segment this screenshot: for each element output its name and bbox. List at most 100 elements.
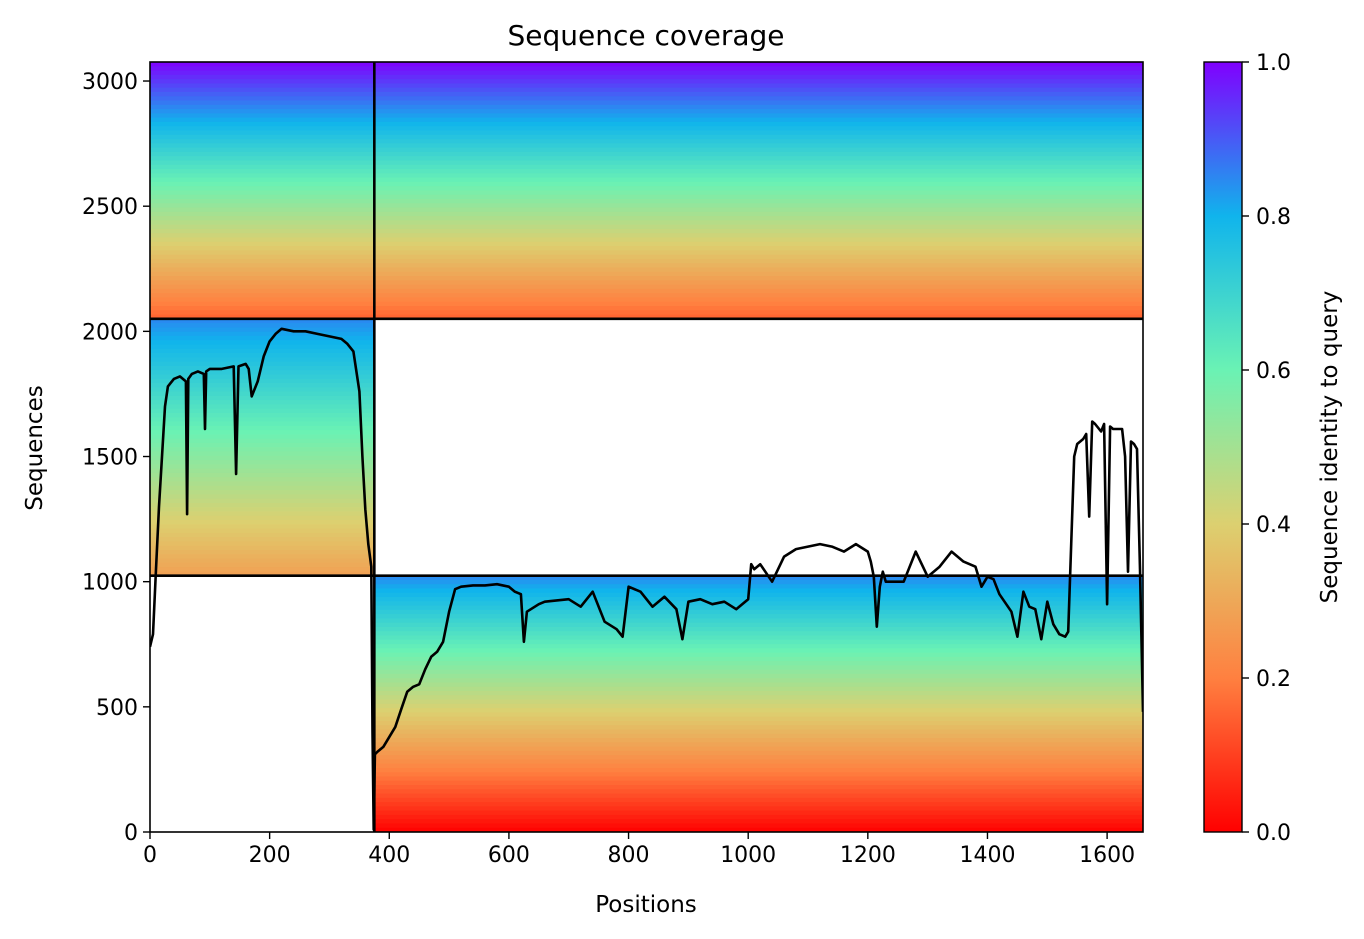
identity-band <box>150 549 375 555</box>
x-axis-ticks: 0 200 400 600 800 1000 1200 1400 1600 <box>143 832 1135 868</box>
identity-band <box>150 104 1143 110</box>
identity-band <box>150 177 1143 183</box>
identity-band <box>150 468 375 474</box>
identity-band <box>374 814 1143 820</box>
identity-band <box>150 455 375 461</box>
identity-band <box>374 695 1143 701</box>
identity-band <box>374 729 1143 735</box>
identity-band <box>150 558 375 564</box>
identity-band <box>150 524 375 530</box>
identity-band <box>150 190 1143 196</box>
identity-band <box>374 575 1143 581</box>
identity-band <box>150 224 1143 230</box>
identity-band <box>150 126 1143 132</box>
identity-band <box>374 699 1143 705</box>
identity-band <box>374 733 1143 739</box>
identity-band <box>150 528 375 534</box>
identity-band <box>150 571 375 577</box>
identity-band <box>150 263 1143 269</box>
identity-band <box>150 130 1143 136</box>
y-axis-label: Sequences <box>22 385 48 510</box>
identity-band <box>150 173 1143 179</box>
identity-band <box>374 763 1143 769</box>
identity-band <box>150 169 1143 174</box>
identity-band <box>150 121 1143 127</box>
identity-band <box>150 284 1143 290</box>
block-unpaired-chain-2 <box>374 575 1143 832</box>
identity-band <box>150 186 1143 192</box>
identity-band <box>150 305 1143 311</box>
identity-band <box>150 507 375 513</box>
identity-band <box>150 160 1143 166</box>
identity-band <box>374 819 1143 825</box>
identity-band <box>374 686 1143 692</box>
identity-band <box>150 383 375 388</box>
identity-band <box>150 472 375 478</box>
identity-band <box>150 96 1143 102</box>
identity-band <box>150 545 375 551</box>
identity-band <box>150 387 375 393</box>
identity-band <box>150 241 1143 247</box>
identity-band <box>150 79 1143 85</box>
x-axis-label: Positions <box>595 892 697 918</box>
identity-band <box>374 678 1143 684</box>
identity-band <box>374 720 1143 726</box>
colorbar-tick-label: 0.6 <box>1256 359 1291 384</box>
identity-band <box>150 451 375 457</box>
identity-band <box>150 532 375 538</box>
identity-band <box>150 511 375 517</box>
identity-band <box>150 348 375 354</box>
identity-band <box>150 408 375 414</box>
identity-band <box>150 447 375 453</box>
identity-band <box>150 276 1143 281</box>
x-tick-label: 0 <box>143 843 157 868</box>
identity-band <box>150 113 1143 119</box>
identity-band <box>150 258 1143 264</box>
identity-band <box>150 87 1143 93</box>
colorbar-tick-label: 0.8 <box>1256 205 1291 230</box>
identity-band <box>150 83 1143 89</box>
identity-band <box>374 588 1143 594</box>
identity-band <box>374 592 1143 598</box>
identity-band <box>150 567 375 572</box>
identity-band <box>150 271 1143 277</box>
identity-band <box>150 494 375 500</box>
identity-band <box>374 669 1143 675</box>
identity-band <box>150 139 1143 144</box>
identity-band <box>374 738 1143 743</box>
y-tick-label: 2500 <box>82 195 138 220</box>
identity-band <box>150 395 375 401</box>
identity-band <box>374 806 1143 812</box>
identity-band <box>374 656 1143 662</box>
x-tick-label: 1000 <box>720 843 776 868</box>
identity-band <box>150 481 375 487</box>
identity-band <box>150 438 375 444</box>
y-tick-label: 1500 <box>82 446 138 471</box>
identity-band <box>150 198 1143 204</box>
identity-band <box>150 537 375 543</box>
y-tick-label: 500 <box>96 696 138 721</box>
identity-band <box>150 117 1143 123</box>
identity-band <box>150 220 1143 226</box>
identity-band <box>374 780 1143 786</box>
identity-band <box>150 460 375 465</box>
identity-band <box>150 228 1143 234</box>
identity-band <box>150 297 1143 303</box>
identity-band <box>374 810 1143 816</box>
identity-band <box>374 652 1143 658</box>
identity-band <box>150 267 1143 273</box>
identity-band <box>150 66 1143 72</box>
colorbar-tick-label: 0.2 <box>1256 667 1291 692</box>
identity-band <box>374 789 1143 795</box>
identity-band <box>150 485 375 491</box>
x-tick-label: 1600 <box>1079 843 1135 868</box>
identity-band <box>150 250 1143 256</box>
identity-band <box>150 554 375 560</box>
identity-band <box>150 520 375 525</box>
identity-band <box>150 100 1143 106</box>
identity-band <box>150 331 375 337</box>
identity-band <box>374 648 1143 654</box>
x-tick-label: 800 <box>608 843 650 868</box>
identity-band <box>374 673 1143 679</box>
y-axis-ticks: 0 500 1000 1500 2000 2500 3000 <box>82 70 150 846</box>
